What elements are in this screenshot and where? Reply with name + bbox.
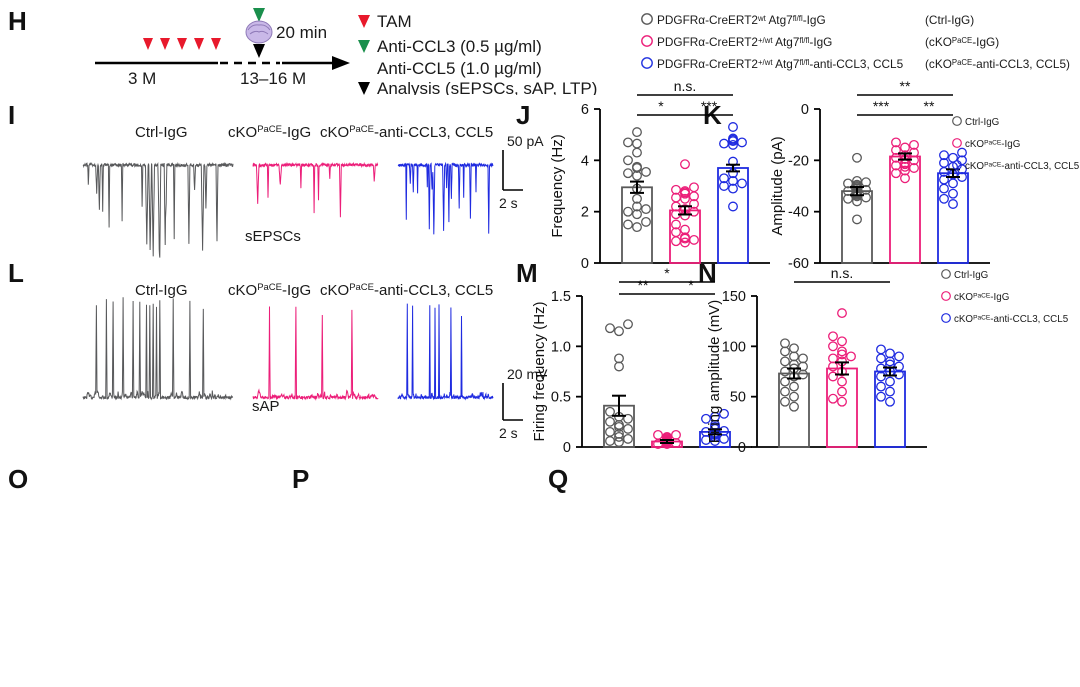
svg-text:n.s.: n.s. [674,78,697,94]
svg-text:-40: -40 [788,205,809,221]
svg-text:1.0: 1.0 [551,339,571,355]
svg-text:Frequency (Hz): Frequency (Hz) [549,134,566,237]
svg-text:Analysis (sEPSCs, sAP, LTP): Analysis (sEPSCs, sAP, LTP) [377,79,597,95]
svg-text:2: 2 [581,205,589,221]
svg-text:***: *** [701,98,718,114]
svg-text:Anti-CCL3 (0.5 µg/ml): Anti-CCL3 (0.5 µg/ml) [377,37,542,56]
svg-text:13–16 M: 13–16 M [240,69,306,88]
svg-text:150: 150 [722,289,746,305]
svg-text:cKOPaCE-anti-CCL3, CCL5: cKOPaCE-anti-CCL3, CCL5 [954,314,1069,325]
svg-text:n.s.: n.s. [831,265,854,281]
svg-text:Ctrl-IgG: Ctrl-IgG [954,270,988,281]
svg-text:Firing amplitude (mV): Firing amplitude (mV) [706,300,723,443]
svg-text:cKOPaCE-IgG: cKOPaCE-IgG [954,292,1009,303]
svg-text:20 min: 20 min [276,23,327,42]
svg-text:*: * [664,265,670,281]
svg-text:0: 0 [563,440,571,456]
svg-text:-20: -20 [788,153,809,169]
svg-text:3 M: 3 M [128,69,156,88]
svg-text:TAM: TAM [377,12,412,31]
svg-text:Firing frequency (Hz): Firing frequency (Hz) [531,301,548,441]
svg-text:(cKOPaCE-IgG): (cKOPaCE-IgG) [925,35,999,49]
svg-text:**: ** [900,78,911,94]
svg-text:**: ** [638,277,649,293]
svg-text:50: 50 [730,390,746,406]
svg-text:1.5: 1.5 [551,289,571,305]
svg-text:(Ctrl-IgG): (Ctrl-IgG) [925,13,974,27]
svg-text:cKOPaCE-IgG: cKOPaCE-IgG [965,139,1020,150]
svg-text:4: 4 [581,153,589,169]
svg-text:0.5: 0.5 [551,390,571,406]
svg-text:***: *** [873,98,890,114]
svg-text:0: 0 [801,102,809,118]
svg-text:Amplitude (pA): Amplitude (pA) [769,136,786,235]
svg-text:**: ** [924,98,935,114]
svg-text:Anti-CCL5 (1.0 µg/ml): Anti-CCL5 (1.0 µg/ml) [377,59,542,78]
svg-text:PDGFRα-CreERT2+/wt Atg7fl/fl-I: PDGFRα-CreERT2+/wt Atg7fl/fl-IgG [657,35,832,49]
svg-text:PDGFRα-CreERT2+/wt Atg7fl/fl-a: PDGFRα-CreERT2+/wt Atg7fl/fl-anti-CCL3, … [657,57,904,71]
svg-text:2 s: 2 s [499,195,518,211]
svg-text:PDGFRα-CreERT2wt Atg7fl/fl-IgG: PDGFRα-CreERT2wt Atg7fl/fl-IgG [657,13,826,27]
svg-text:(cKOPaCE-anti-CCL3, CCL5): (cKOPaCE-anti-CCL3, CCL5) [925,57,1070,71]
svg-text:cKOPaCE-anti-CCL3, CCL5: cKOPaCE-anti-CCL3, CCL5 [965,161,1080,172]
svg-text:*: * [658,98,664,114]
svg-text:6: 6 [581,102,589,118]
svg-text:50 pA: 50 pA [507,133,544,149]
svg-text:0: 0 [738,440,746,456]
svg-text:Ctrl-IgG: Ctrl-IgG [965,117,999,128]
svg-text:100: 100 [722,339,746,355]
